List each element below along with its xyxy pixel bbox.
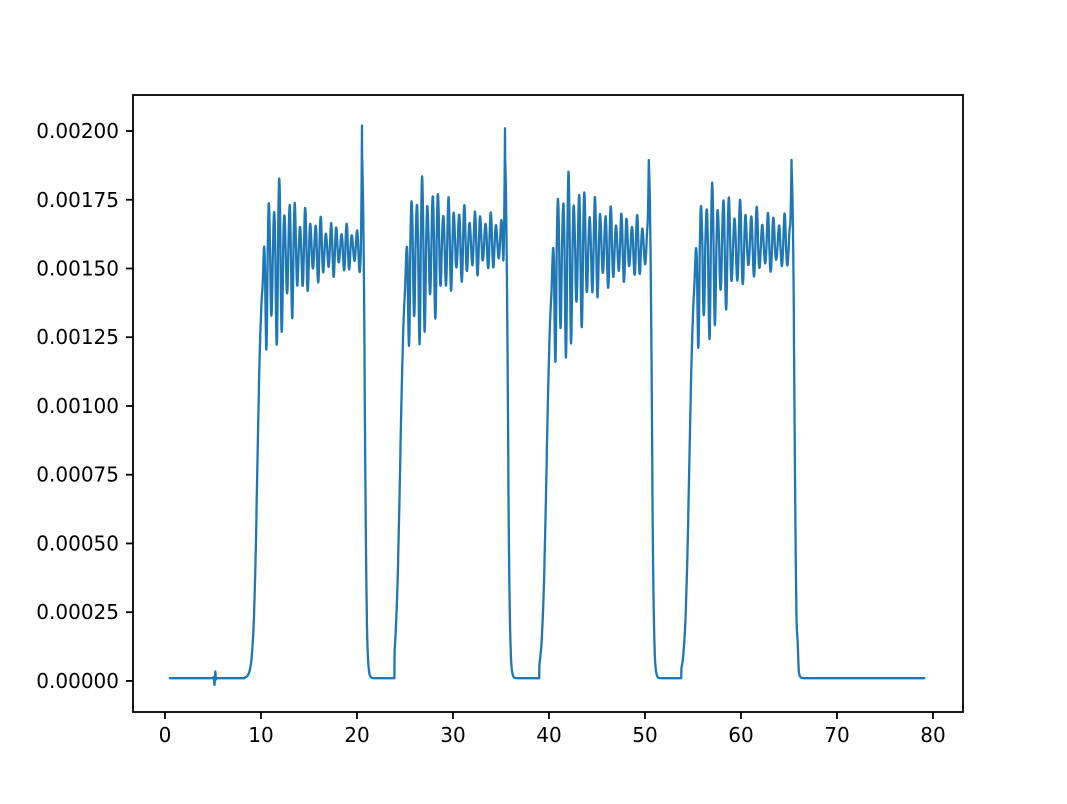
x-tick-label: 60 bbox=[728, 723, 753, 747]
plot-frame bbox=[132, 94, 964, 713]
y-tick-label: 0.00150 bbox=[36, 256, 119, 280]
x-tick-label: 20 bbox=[344, 723, 369, 747]
y-tick-label: 0.00175 bbox=[36, 188, 119, 212]
y-tick-label: 0.00100 bbox=[36, 394, 119, 418]
x-tick-label: 80 bbox=[920, 723, 945, 747]
y-tick-label: 0.00050 bbox=[36, 531, 119, 555]
data-line bbox=[168, 124, 926, 687]
x-tick-label: 30 bbox=[440, 723, 465, 747]
x-tick-label: 10 bbox=[248, 723, 273, 747]
y-tick-label: 0.00075 bbox=[36, 463, 119, 487]
x-tick-label: 40 bbox=[536, 723, 561, 747]
y-tick-label: 0.00125 bbox=[36, 325, 119, 349]
y-tick-label: 0.00200 bbox=[36, 119, 119, 143]
x-tick-label: 50 bbox=[632, 723, 657, 747]
y-tick-label: 0.00000 bbox=[36, 669, 119, 693]
x-tick-label: 70 bbox=[824, 723, 849, 747]
y-tick-label: 0.00025 bbox=[36, 600, 119, 624]
x-axis: 0 10 20 30 40 50 60 70 80 bbox=[159, 712, 946, 747]
x-tick-label: 0 bbox=[159, 723, 172, 747]
y-axis: 0.00000 0.00025 0.00050 0.00075 0.00100 0.001… bbox=[36, 119, 133, 693]
